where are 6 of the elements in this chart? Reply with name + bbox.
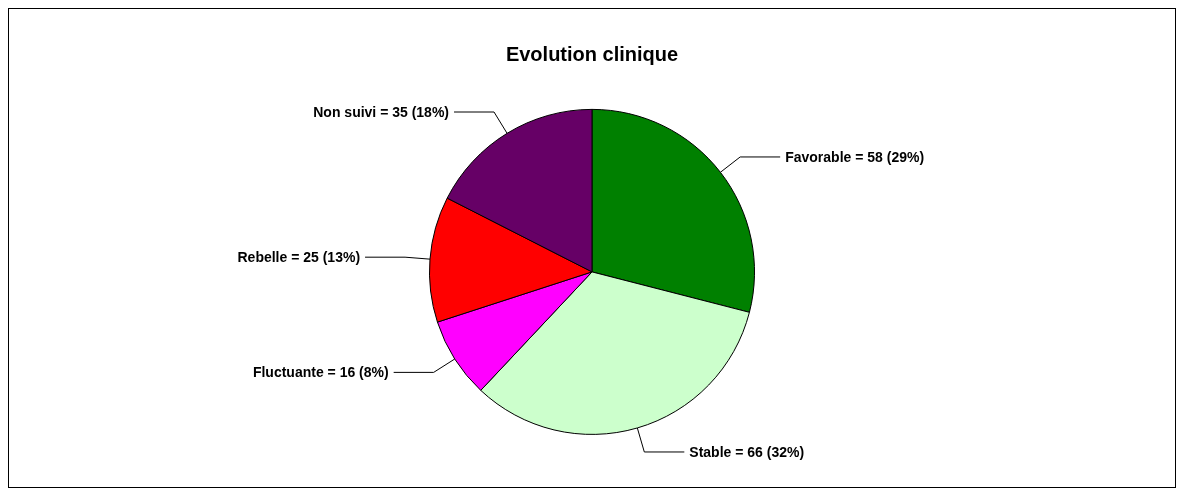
slice-label: Stable = 66 (32%) [689,443,805,460]
slice-label: Favorable = 58 (29%) [785,148,925,165]
slice-label: Non suivi = 35 (18%) [313,104,450,121]
slice-label: Rebelle = 25 (13%) [237,249,361,266]
chart-title: Evolution clinique [505,43,679,65]
slice-label: Fluctuante = 16 (8%) [252,364,389,381]
